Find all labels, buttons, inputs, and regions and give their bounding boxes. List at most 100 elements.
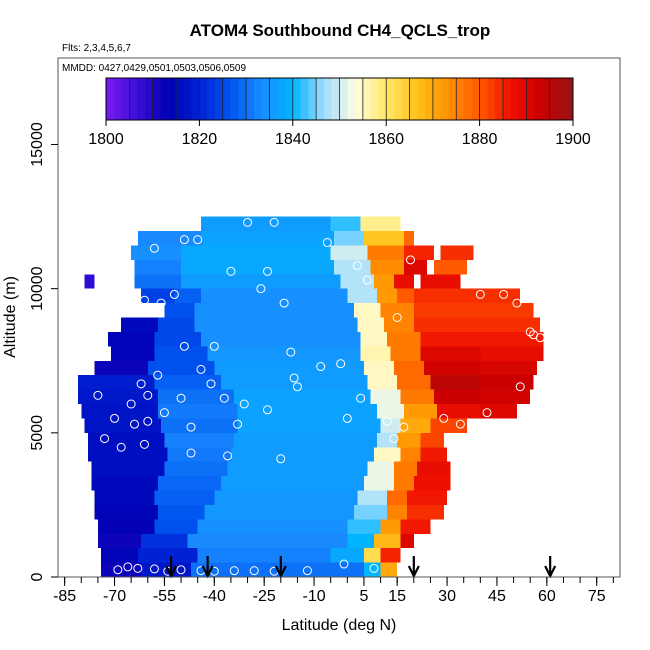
heatmap-cell [363,562,381,577]
heatmap-cell [420,447,448,462]
heatmap-cell [164,303,195,318]
heatmap-cell [234,389,371,404]
observation-marker [153,370,163,380]
heatmap-cell [363,231,404,246]
observation-marker [243,217,253,227]
heatmap-cell [380,562,398,577]
heatmap-cell [330,245,368,260]
heatmap-cell [413,317,541,332]
colorbar-tick-label: 1800 [88,131,124,148]
heatmap-cell [383,317,414,332]
observation-marker [279,298,289,308]
heatmap-cell [154,346,208,361]
colorbar: 1800 1820 1840 1860 1880 1900 [88,77,591,148]
heatmap-cell [393,476,414,491]
heatmap-cell [214,490,358,505]
heatmap-cell [480,346,544,361]
heatmap-cell [220,476,364,491]
colorbar-tick-label: 1820 [182,131,218,148]
observation-marker [512,298,522,308]
heatmap-cell [77,389,158,404]
observation-marker [209,341,219,351]
heatmap-cell [393,461,418,477]
observation-marker [179,235,189,245]
colorbar-segment [176,78,185,120]
colorbar-segment [292,78,302,120]
flight-arrow-head [544,565,557,579]
observation-marker [223,451,233,461]
heatmap-cell [154,519,198,534]
flight-arrow [407,556,420,579]
observation-marker [229,566,239,576]
observation-marker [179,341,189,351]
heatmap-cell [373,274,394,289]
observation-marker [525,327,535,337]
heatmap-cell [387,504,408,520]
heatmap-cell [407,504,444,520]
flight-arrow-head [274,565,287,579]
colorbar-tick-label: 1880 [462,131,498,148]
colorbar-segment [113,78,123,120]
heatmap-cell [363,476,394,491]
heatmap-cell [403,404,438,419]
plot-frame [57,57,621,578]
colorbar-segment [510,78,520,120]
observation-marker [143,416,153,426]
observation-marker [219,393,229,403]
observation-marker [176,393,186,403]
x-axis-tick-label: 5 [359,588,368,605]
observation-marker [106,258,116,268]
y-axis-tick-label: 0 [29,572,46,581]
observation-marker [382,416,392,426]
x-axis-tick-label: 45 [488,588,506,605]
heatmap-cell [423,360,481,376]
flights-label: Flts: 2,3,4,5,6,7 [62,43,131,54]
colorbar-segment [261,78,271,120]
colorbar-segment [168,78,177,120]
observation-marker [392,313,402,322]
heatmap-cell [81,404,158,419]
heatmap-cell [154,375,221,390]
heatmap-cell [330,216,361,231]
observation-marker [356,393,366,403]
colorbar-segment [464,78,473,120]
observation-marker [116,442,126,452]
colorbar-segment [487,78,496,120]
colorbar-tick-label: 1900 [555,131,591,148]
colorbar-segment [440,78,450,120]
heatmap-cell [107,331,155,347]
heatmap-cell [91,476,158,491]
observation-marker [269,217,279,227]
heatmap-cell [400,447,421,462]
heatmap-cell [197,548,331,563]
colorbar-segment [285,78,294,120]
heatmap-cell [194,317,358,332]
heatmap-cell [433,389,481,404]
heatmap-cell [377,404,404,419]
observation-marker [535,333,545,343]
observation-marker [292,382,302,392]
colorbar-segment [331,78,341,120]
observation-marker [196,364,206,374]
heatmap-cell [97,533,142,549]
flight-arrow-head [165,565,178,579]
flight-arrow [165,556,178,579]
observation-marker [226,266,236,276]
colorbar-segment [393,78,403,120]
heatmap-cell [363,548,381,563]
observation-marker [129,419,139,429]
heatmap-cell [164,432,235,448]
colorbar-segment [401,78,411,120]
colorbar-segment [565,78,574,120]
colorbar-segment [541,78,551,120]
heatmap-cell [214,360,364,376]
heatmap-cell [360,216,401,231]
colorbar-segment [495,78,504,120]
colorbar-segment [432,78,442,120]
heatmap-cell [111,346,155,361]
heatmap-cell [200,216,331,231]
heatmap-cell [97,519,155,534]
colorbar-segment [152,78,162,120]
heatmap-cell [480,375,534,390]
